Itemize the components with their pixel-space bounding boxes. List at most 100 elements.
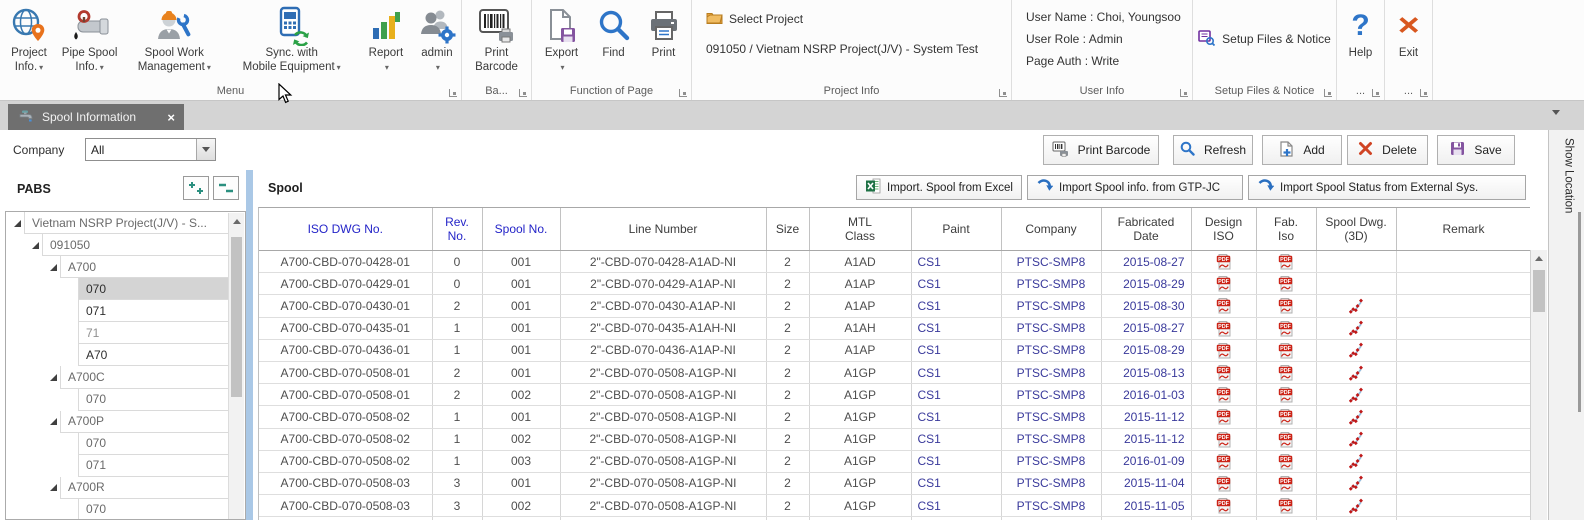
table-row[interactable]: A700-CBD-070-0430-0120012"-CBD-070-0430-… [259, 295, 1530, 317]
grid-scrollbar-thumb[interactable] [1533, 270, 1545, 312]
cell-dwg3d[interactable] [1316, 317, 1396, 339]
column-header[interactable]: Design ISO [1191, 208, 1256, 251]
spool-3d-icon[interactable] [1349, 431, 1363, 447]
cell-design_iso[interactable]: PDF [1191, 450, 1256, 472]
sync-mobile-equipment-button[interactable]: Sync. withMobile Equipment [224, 5, 359, 74]
table-row[interactable]: A700-CBD-070-0508-0120022"-CBD-070-0508-… [259, 384, 1530, 406]
tree-expander-icon[interactable] [46, 411, 60, 433]
tree-item-label[interactable]: A70 [78, 344, 229, 366]
chevron-down-icon[interactable] [196, 139, 215, 160]
table-row[interactable]: A700-CBD-070-0508-0330012"-CBD-070-0508-… [259, 472, 1530, 494]
cell-fab_iso[interactable]: PDF [1256, 384, 1316, 406]
column-header[interactable]: MTL Class [809, 208, 911, 251]
tree-item[interactable]: A70 [6, 344, 245, 366]
cell-dwg3d[interactable] [1316, 428, 1396, 450]
setup-files-notice-button[interactable]: Setup Files & Notice [1193, 0, 1336, 78]
tree-item-label[interactable]: 091050 [42, 234, 229, 256]
pdf-icon[interactable]: PDF [1216, 275, 1232, 292]
select-project-button[interactable]: Select Project [706, 10, 1011, 28]
cell-dwg3d[interactable] [1316, 295, 1396, 317]
pdf-icon[interactable]: PDF [1216, 386, 1232, 403]
close-icon[interactable]: × [167, 110, 175, 125]
cell-design_iso[interactable]: PDF [1191, 251, 1256, 273]
spool-3d-icon[interactable] [1349, 475, 1363, 491]
cell-dwg3d[interactable] [1316, 406, 1396, 428]
cell-fab_iso[interactable]: PDF [1256, 406, 1316, 428]
cell-design_iso[interactable]: PDF [1191, 472, 1256, 494]
cell-fab_iso[interactable]: PDF [1256, 472, 1316, 494]
column-header[interactable]: Remark [1396, 208, 1530, 251]
export-button[interactable]: Export [536, 5, 588, 74]
pdf-icon[interactable]: PDF [1216, 364, 1232, 381]
help-button[interactable]: ? Help [1339, 5, 1383, 61]
print-barcode-button[interactable]: Print Barcode [1043, 135, 1159, 165]
tree-expander-icon[interactable] [46, 477, 60, 499]
report-button[interactable]: Report [359, 5, 413, 74]
cell-design_iso[interactable]: PDF [1191, 339, 1256, 361]
collapse-all-button[interactable] [213, 176, 239, 200]
table-row[interactable]: A700-CBD-070-0508-0210032"-CBD-070-0508-… [259, 450, 1530, 472]
cell-design_iso[interactable]: PDF [1191, 406, 1256, 428]
table-row[interactable]: A700-CBD-070-0429-0100012"-CBD-070-0429-… [259, 273, 1530, 295]
tree-item[interactable]: 071 [6, 300, 245, 322]
company-select[interactable]: All [85, 138, 216, 161]
print-barcode-ribbon-button[interactable]: PrintBarcode [467, 5, 527, 74]
cell-fab_iso[interactable]: PDF [1256, 251, 1316, 273]
pdf-icon[interactable]: PDF [1278, 275, 1294, 292]
cell-design_iso[interactable]: PDF [1191, 495, 1256, 517]
grid-scrollbar[interactable] [1530, 250, 1547, 520]
column-header[interactable]: Fab. Iso [1256, 208, 1316, 251]
tree-item[interactable]: 070 [6, 389, 245, 411]
column-header[interactable]: ISO DWG No. [259, 208, 432, 251]
pdf-icon[interactable]: PDF [1216, 431, 1232, 448]
pdf-icon[interactable]: PDF [1278, 320, 1294, 337]
table-row[interactable]: A700-CBD-070-0508-0210022"-CBD-070-0508-… [259, 428, 1530, 450]
cell-design_iso[interactable]: PDF [1191, 361, 1256, 383]
pdf-icon[interactable]: PDF [1278, 408, 1294, 425]
dialog-launcher-icon[interactable] [519, 89, 527, 97]
tree-item[interactable]: 070 [6, 433, 245, 455]
tree-expander-icon[interactable] [10, 212, 24, 234]
column-header[interactable]: Size [766, 208, 809, 251]
window-scrollbar-thumb[interactable] [1578, 212, 1581, 412]
cell-design_iso[interactable]: PDF [1191, 273, 1256, 295]
cell-fab_iso[interactable]: PDF [1256, 317, 1316, 339]
expand-all-button[interactable] [183, 176, 209, 200]
cell-fab_iso[interactable]: PDF [1256, 428, 1316, 450]
import-spool-from-excel-button[interactable]: Import. Spool from Excel [856, 175, 1022, 200]
show-location-tab[interactable]: Show Location [1559, 138, 1575, 213]
cell-fab_iso[interactable]: PDF [1256, 361, 1316, 383]
pdf-icon[interactable]: PDF [1278, 253, 1294, 270]
cell-fab_iso[interactable]: PDF [1256, 495, 1316, 517]
column-header[interactable]: Line Number [560, 208, 766, 251]
spool-3d-icon[interactable] [1349, 365, 1363, 381]
tree-scrollbar[interactable] [228, 213, 244, 519]
tab-spool-information[interactable]: Spool Information × [8, 104, 184, 130]
cell-design_iso[interactable]: PDF [1191, 384, 1256, 406]
pdf-icon[interactable]: PDF [1216, 297, 1232, 314]
cell-design_iso[interactable]: PDF [1191, 428, 1256, 450]
dialog-launcher-icon[interactable] [1180, 89, 1188, 97]
tree-item-label[interactable]: 070 [78, 499, 229, 520]
admin-button[interactable]: admin [413, 5, 461, 74]
tree-item-label[interactable]: A700C [60, 366, 229, 388]
tree-item-label[interactable]: A700P [60, 411, 229, 433]
tree-item[interactable]: 091050 [6, 234, 245, 256]
tree-item[interactable]: Vietnam NSRP Project(J/V) - S... [6, 212, 245, 234]
delete-button[interactable]: Delete [1347, 135, 1428, 165]
tree-item-label[interactable]: 070 [78, 278, 229, 300]
tree-item[interactable]: A700P [6, 411, 245, 433]
tree-expander-icon[interactable] [46, 256, 60, 278]
dialog-launcher-icon[interactable] [1420, 89, 1428, 97]
column-header[interactable]: Spool No. [482, 208, 560, 251]
pdf-icon[interactable]: PDF [1278, 475, 1294, 492]
pdf-icon[interactable]: PDF [1278, 342, 1294, 359]
save-button[interactable]: Save [1437, 135, 1515, 165]
spool-3d-icon[interactable] [1349, 498, 1363, 514]
cell-dwg3d[interactable] [1316, 273, 1396, 295]
spool-3d-icon[interactable] [1349, 409, 1363, 425]
refresh-button[interactable]: Refresh [1173, 135, 1253, 165]
cell-dwg3d[interactable] [1316, 472, 1396, 494]
tree-expander-icon[interactable] [28, 234, 42, 256]
pdf-icon[interactable]: PDF [1216, 342, 1232, 359]
